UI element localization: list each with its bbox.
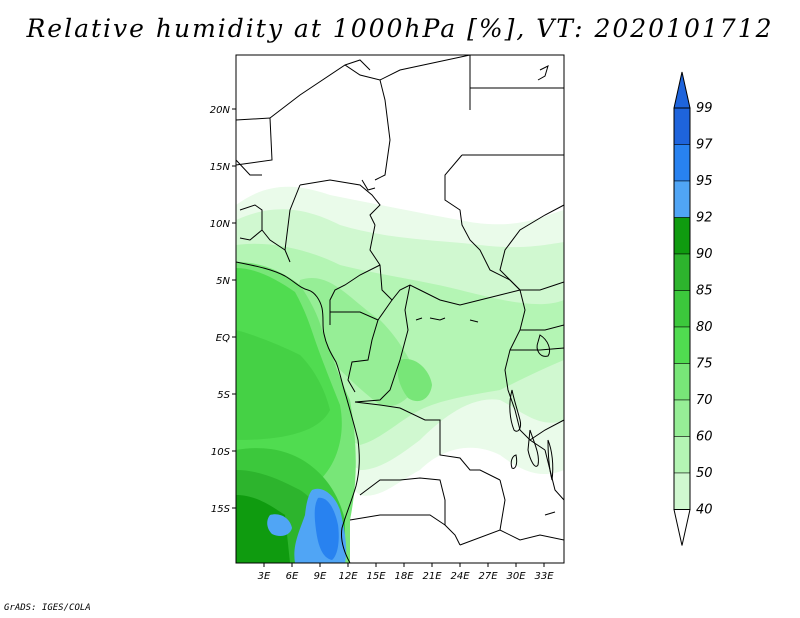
lat-label-10s: 10S (211, 447, 231, 458)
colorbar-segment (673, 436, 691, 474)
colorbar: 99 97 95 92 90 85 80 75 70 60 50 40 (673, 71, 713, 546)
credit-text: GrADS: IGES/COLA (4, 603, 91, 613)
colorbar-label: 97 (696, 138, 713, 153)
colorbar-label: 75 (696, 357, 713, 372)
colorbar-label: 40 (696, 503, 713, 518)
lon-label-21e: 21E (422, 571, 442, 582)
humidity-field (236, 186, 564, 563)
lon-label-27e: 27E (478, 571, 498, 582)
map-title: Relative humidity at 1000hPa [%], VT: 20… (26, 14, 774, 43)
colorbar-segment (673, 144, 691, 182)
colorbar-label: 80 (696, 320, 713, 335)
colorbar-segment (673, 253, 691, 291)
lat-label-20n: 20N (210, 105, 231, 116)
lat-label-5s: 5S (217, 390, 230, 401)
colorbar-bottom-arrow (673, 509, 691, 546)
lat-axis: 20N 15N 10N 5N EQ 5S 10S 15S (210, 105, 236, 515)
lon-label-15e: 15E (366, 571, 386, 582)
colorbar-label: 95 (696, 174, 713, 189)
country-borders (236, 55, 564, 563)
colorbar-segment (673, 180, 691, 218)
colorbar-label: 85 (696, 284, 713, 299)
lon-label-18e: 18E (394, 571, 414, 582)
lon-label-30e: 30E (506, 571, 526, 582)
lon-label-33e: 33E (534, 571, 554, 582)
lat-label-15s: 15S (211, 504, 231, 515)
map-frame (235, 54, 565, 564)
lon-label-9e: 9E (314, 571, 327, 582)
colorbar-segment (673, 326, 691, 364)
colorbar-segment (673, 399, 691, 437)
colorbar-segment (673, 217, 691, 255)
colorbar-label: 60 (696, 430, 713, 445)
lat-label-10n: 10N (210, 219, 231, 230)
colorbar-segment (673, 107, 691, 145)
lon-axis: 3E 6E 9E 12E 15E 18E 21E 24E 27E 30E 33E (258, 563, 554, 582)
lat-label-5n: 5N (216, 276, 230, 287)
colorbar-label: 90 (696, 247, 713, 262)
colorbar-label: 70 (696, 393, 713, 408)
lon-label-6e: 6E (286, 571, 299, 582)
colorbar-segment (673, 363, 691, 401)
colorbar-label: 50 (696, 466, 713, 481)
colorbar-top-arrow (673, 71, 691, 109)
colorbar-label: 99 (696, 101, 713, 116)
colorbar-segment (673, 472, 691, 510)
colorbar-label: 92 (696, 211, 713, 226)
lat-label-eq: EQ (216, 333, 230, 344)
lon-label-12e: 12E (338, 571, 358, 582)
colorbar-segment (673, 290, 691, 328)
lon-label-3e: 3E (258, 571, 271, 582)
lat-label-15n: 15N (210, 162, 231, 173)
lon-label-24e: 24E (450, 571, 470, 582)
